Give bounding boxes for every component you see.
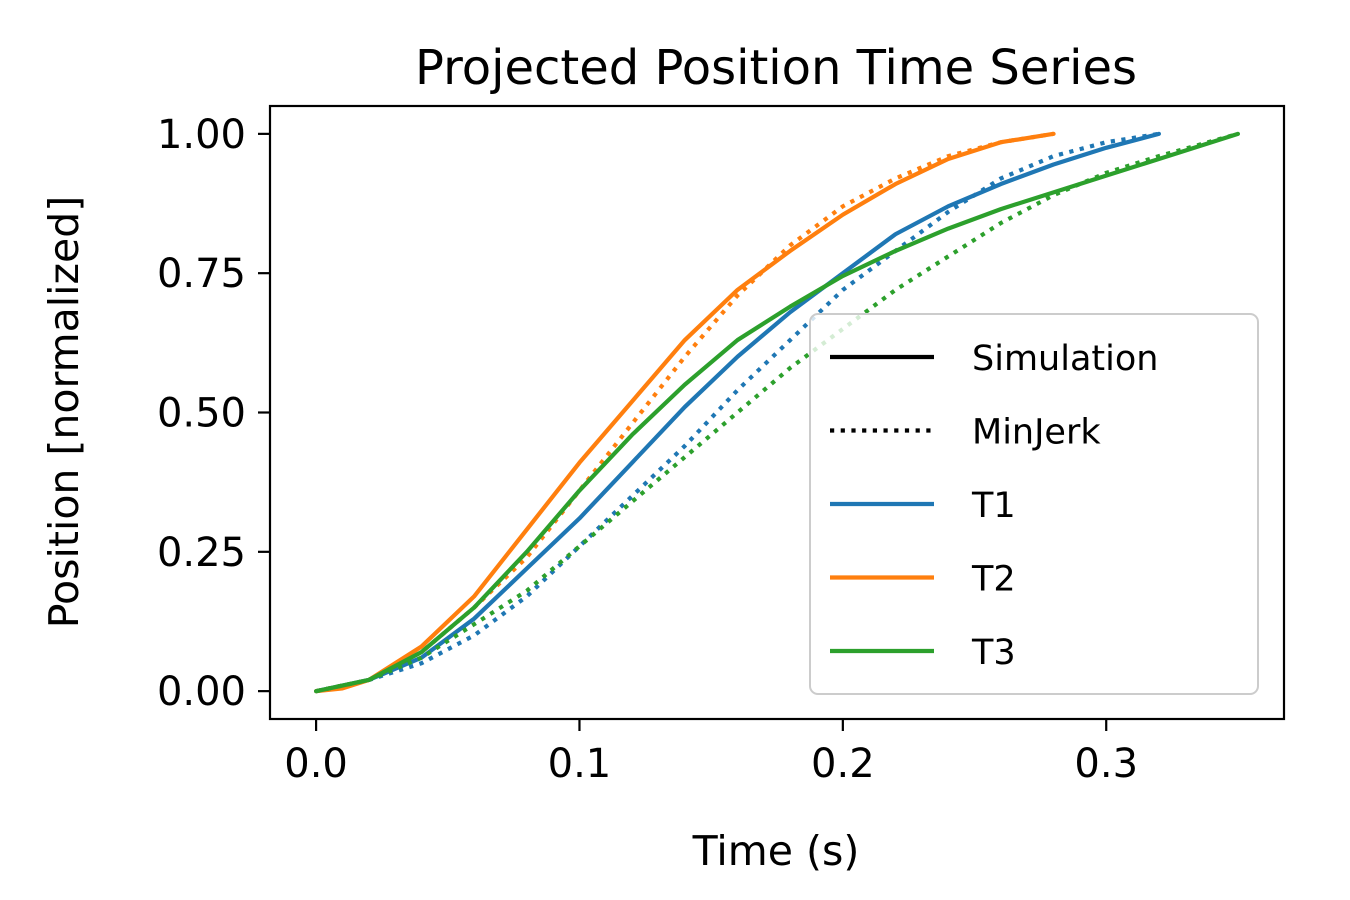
series-line-t2-simulation bbox=[313, 131, 1056, 694]
y-tick-label: 0.50 bbox=[157, 391, 246, 437]
ticks-layer: 0.0 0.1 0.2 0.3 0.00 0.25 0.50 0.75 1.00 bbox=[157, 112, 1138, 787]
legend-label-t3: T3 bbox=[971, 633, 1016, 673]
legend-frame bbox=[809, 313, 1259, 695]
series-line-t3-simulation bbox=[313, 131, 1241, 694]
legend-label-simulation: Simulation bbox=[972, 339, 1158, 379]
x-tick-label: 0.3 bbox=[1074, 741, 1138, 787]
legend-label-t1: T1 bbox=[971, 486, 1016, 526]
legend-label-minjerk: MinJerk bbox=[972, 413, 1101, 453]
y-tick-label: 0.25 bbox=[157, 530, 246, 576]
legend-label-t2: T2 bbox=[971, 560, 1016, 600]
series-line-t1-simulation bbox=[313, 131, 1162, 694]
legend: Simulation MinJerk T1 T2 T3 bbox=[809, 313, 1259, 695]
x-axis-label: Time (s) bbox=[692, 827, 860, 875]
y-tick-label: 0.75 bbox=[157, 251, 246, 297]
x-tick-label: 0.1 bbox=[548, 741, 612, 787]
series-layer bbox=[313, 131, 1241, 694]
y-tick-label: 1.00 bbox=[157, 112, 246, 158]
y-axis-label: Position [normalized] bbox=[40, 196, 88, 628]
series-line-t2-minjerk bbox=[315, 131, 1054, 694]
series-line-t3-minjerk bbox=[315, 131, 1239, 694]
y-tick-label: 0.00 bbox=[157, 669, 246, 715]
chart-title: Projected Position Time Series bbox=[415, 40, 1137, 96]
x-tick-label: 0.0 bbox=[284, 741, 348, 787]
x-tick-label: 0.2 bbox=[811, 741, 875, 787]
